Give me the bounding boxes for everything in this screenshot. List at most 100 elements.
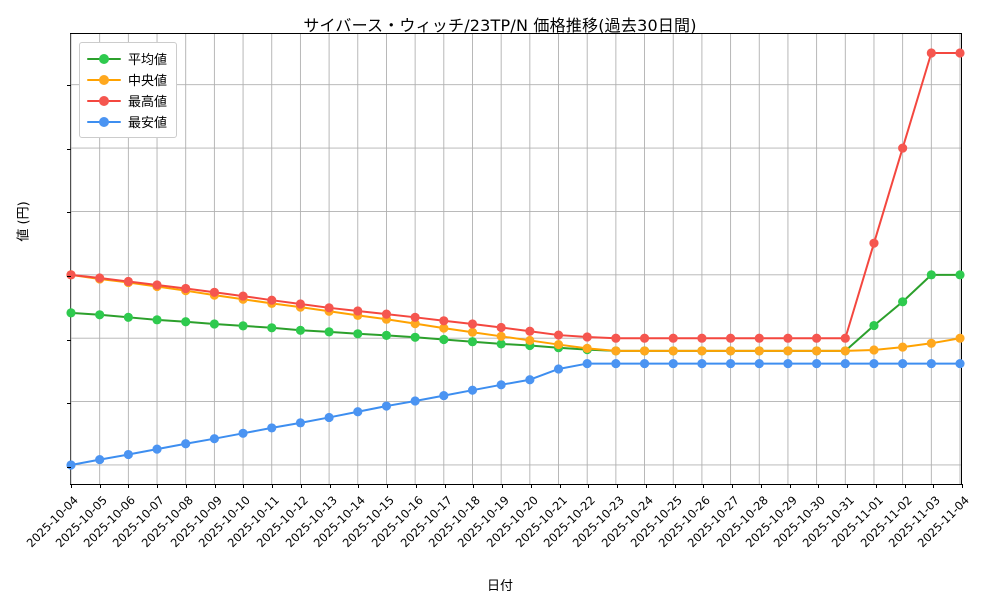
x-tick-mark — [530, 484, 532, 488]
data-point — [267, 323, 277, 333]
data-point — [611, 358, 621, 369]
data-point — [439, 391, 449, 401]
x-tick-mark — [473, 484, 475, 488]
data-point — [181, 283, 191, 294]
data-point — [898, 342, 908, 352]
data-point — [152, 315, 162, 325]
data-point — [553, 339, 564, 350]
x-tick-mark — [157, 484, 159, 488]
data-point — [926, 338, 936, 348]
data-point — [754, 333, 764, 343]
data-point — [639, 358, 650, 369]
legend-swatch-icon — [87, 52, 121, 66]
data-point — [410, 319, 420, 329]
data-point — [496, 322, 506, 333]
x-tick-mark — [358, 484, 360, 488]
x-tick-mark — [875, 484, 877, 488]
legend-swatch-icon — [87, 73, 121, 87]
y-tick-mark — [67, 403, 71, 405]
data-point — [697, 333, 707, 343]
data-point — [324, 412, 334, 423]
chart-legend: 平均値中央値 最高値最安値 — [79, 42, 178, 138]
data-point — [353, 329, 363, 339]
data-point — [238, 428, 248, 438]
chart-title: サイバース・ウィッチ/23TP/N 価格推移(過去30日間) — [303, 16, 697, 35]
data-point — [238, 321, 248, 331]
x-tick-mark — [99, 484, 101, 488]
data-point — [582, 343, 592, 353]
data-point — [410, 396, 420, 406]
data-point — [467, 319, 478, 329]
data-point — [381, 309, 392, 319]
x-tick-mark — [329, 484, 331, 488]
data-point — [783, 358, 793, 369]
data-point — [898, 358, 908, 369]
y-axis-label: 値 (円) — [16, 201, 32, 242]
data-point — [611, 333, 621, 343]
legend-label: 最安値 — [128, 116, 168, 131]
legend-item-3[interactable]: 最安値 — [87, 111, 167, 132]
data-point — [209, 319, 219, 329]
data-point — [812, 358, 822, 369]
data-point — [926, 270, 936, 280]
series-line — [70, 273, 961, 352]
data-point — [66, 460, 76, 470]
x-tick-mark — [415, 484, 417, 488]
data-point — [955, 48, 965, 58]
legend-label: 平均値 — [128, 53, 168, 68]
data-point — [381, 330, 392, 340]
x-tick-mark — [128, 484, 130, 488]
legend-item-2[interactable]: 最高値 — [87, 90, 167, 111]
data-point — [926, 48, 936, 58]
x-tick-mark — [904, 484, 906, 488]
data-point — [725, 346, 736, 356]
plot-area: 406080100120140160 2025-10-042025-10-052… — [24, 33, 972, 550]
data-point — [668, 333, 678, 343]
x-tick-mark — [703, 484, 705, 488]
x-tick-mark — [847, 484, 849, 488]
data-point — [238, 291, 248, 301]
y-tick-mark — [67, 212, 71, 214]
data-point — [295, 299, 306, 309]
data-point — [353, 407, 363, 417]
data-point — [95, 310, 105, 320]
legend-label: 中央値 — [128, 74, 168, 89]
data-point — [783, 333, 793, 343]
data-point — [181, 317, 191, 327]
x-tick-mark — [962, 484, 963, 488]
data-point — [123, 276, 133, 287]
data-point — [525, 326, 535, 336]
data-point — [152, 444, 162, 454]
y-tick-mark — [67, 148, 71, 150]
data-point — [123, 312, 133, 322]
data-point — [496, 331, 506, 341]
data-point — [181, 439, 191, 449]
data-point — [95, 273, 105, 283]
x-tick-mark — [617, 484, 619, 488]
y-tick-mark — [67, 84, 71, 86]
data-point — [697, 346, 707, 356]
data-point — [467, 337, 478, 347]
data-point — [324, 327, 334, 337]
data-point — [898, 143, 908, 153]
data-point — [95, 455, 105, 465]
data-point — [66, 270, 76, 280]
x-tick-mark — [559, 484, 561, 488]
data-point — [840, 346, 850, 356]
x-tick-mark — [933, 484, 935, 488]
data-point — [955, 270, 965, 280]
data-point — [840, 358, 850, 369]
data-point — [869, 358, 879, 369]
data-point — [295, 418, 306, 428]
data-point — [267, 295, 277, 305]
data-point — [840, 333, 850, 343]
series-lines — [66, 48, 965, 470]
legend-item-0[interactable]: 平均値 — [87, 48, 167, 69]
data-point — [152, 280, 162, 290]
x-tick-mark — [444, 484, 446, 488]
legend-item-1[interactable]: 中央値 — [87, 69, 167, 90]
data-point — [467, 385, 478, 395]
y-tick-mark — [67, 466, 71, 468]
data-point — [381, 401, 392, 411]
x-tick-mark — [272, 484, 274, 488]
